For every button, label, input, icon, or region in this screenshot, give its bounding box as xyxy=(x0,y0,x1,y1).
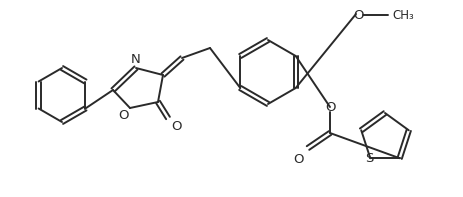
Text: O: O xyxy=(294,153,304,166)
Text: CH₃: CH₃ xyxy=(392,8,414,21)
Text: N: N xyxy=(131,53,141,66)
Text: O: O xyxy=(325,100,335,113)
Text: O: O xyxy=(119,109,129,122)
Text: O: O xyxy=(353,8,363,21)
Text: O: O xyxy=(171,120,181,133)
Text: S: S xyxy=(365,152,374,165)
